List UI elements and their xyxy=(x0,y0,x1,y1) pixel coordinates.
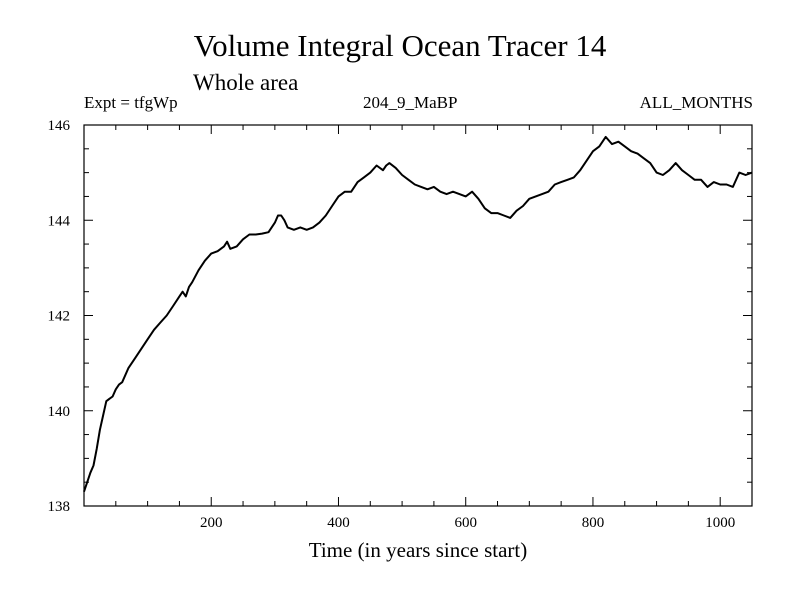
y-tick-label: 138 xyxy=(48,499,71,515)
y-tick-label: 144 xyxy=(48,213,71,229)
x-tick-label: 600 xyxy=(454,515,477,531)
x-tick-label: 400 xyxy=(327,515,350,531)
chart-title: Volume Integral Ocean Tracer 14 xyxy=(193,28,607,63)
x-axis-label: Time (in years since start) xyxy=(309,538,528,562)
axis-ticks xyxy=(84,124,753,507)
x-tick-label: 200 xyxy=(200,515,223,531)
series-line xyxy=(83,135,753,493)
y-tick-label: 140 xyxy=(48,404,71,420)
plot-frame xyxy=(83,124,753,507)
chart-subtitle: Whole area xyxy=(193,70,299,95)
x-tick-label: 800 xyxy=(582,515,605,531)
y-tick-label: 142 xyxy=(48,309,71,325)
period-label: 204_9_MaBP xyxy=(363,93,458,112)
experiment-label: Expt = tfgWp xyxy=(84,93,178,112)
x-tick-label: 1000 xyxy=(705,515,735,531)
y-tick-label: 146 xyxy=(48,118,71,134)
months-label: ALL_MONTHS xyxy=(639,93,753,112)
axis-tick-labels: 200 400 600 800 1000 138 140 142 144 146 xyxy=(48,118,736,531)
